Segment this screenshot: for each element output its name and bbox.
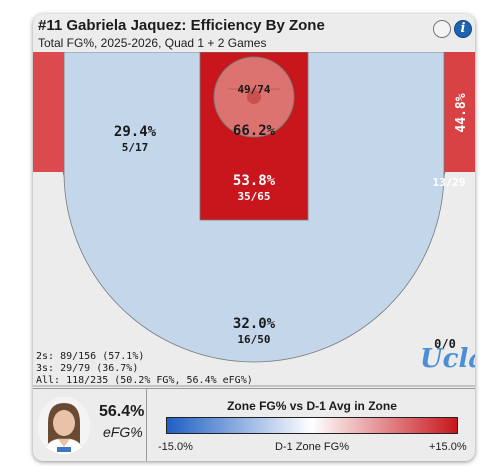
legend-max-label: +15.0% [429, 441, 467, 453]
efg-label: eFG% [103, 424, 143, 440]
chart-subtitle: Total FG%, 2025-2026, Quad 1 + 2 Games [38, 36, 267, 50]
left-corner-three-zone [33, 52, 64, 172]
shot-chart-card: #11 Gabriela Jaquez: Efficiency By Zone … [33, 14, 475, 461]
restricted-pct-label: 66.2% [233, 123, 276, 139]
footer-bar: 56.4% eFG% Zone FG% vs D-1 Avg in Zone -… [33, 388, 475, 461]
legend-gradient-bar [166, 417, 458, 434]
rim-marker [247, 90, 261, 104]
right-corner-made-att-label: 13/29 [432, 176, 465, 189]
deep-three-made-att-label: 0/0 [434, 337, 456, 351]
player-avatar [38, 397, 90, 455]
right-corner-three-zone [444, 52, 475, 172]
court-heatmap: 49/74 66.2% 53.8% 35/65 29.4% 5/17 44.8%… [33, 52, 475, 388]
footer-divider [146, 389, 147, 461]
right-corner-pct-label: 44.8% [454, 93, 469, 132]
twos-total: 2s: 89/156 (57.1%) [36, 351, 145, 362]
above-break-made-att-label: 16/50 [237, 333, 270, 346]
chart-title: #11 Gabriela Jaquez: Efficiency By Zone [38, 17, 325, 34]
restricted-made-att-label: 49/74 [237, 83, 270, 96]
empty-circle-icon[interactable] [433, 20, 451, 38]
paint-pct-label: 53.8% [233, 173, 276, 189]
info-icon[interactable]: i [454, 20, 472, 38]
legend-min-label: -15.0% [158, 441, 193, 453]
midrange-made-att-label: 5/17 [122, 141, 149, 154]
paint-made-att-label: 35/65 [237, 190, 270, 203]
legend-mid-label: D-1 Zone FG% [275, 441, 349, 453]
ucla-logo: Ucla [420, 344, 475, 374]
player-photo-icon [38, 397, 90, 455]
midrange-pct-label: 29.4% [114, 124, 157, 140]
above-break-pct-label: 32.0% [233, 316, 276, 332]
all-total: All: 118/235 (50.2% FG%, 56.4% eFG%) [36, 375, 253, 386]
efg-value: 56.4% [99, 403, 145, 420]
legend-title: Zone FG% vs D-1 Avg in Zone [227, 399, 397, 413]
threes-total: 3s: 29/79 (36.7%) [36, 363, 139, 374]
